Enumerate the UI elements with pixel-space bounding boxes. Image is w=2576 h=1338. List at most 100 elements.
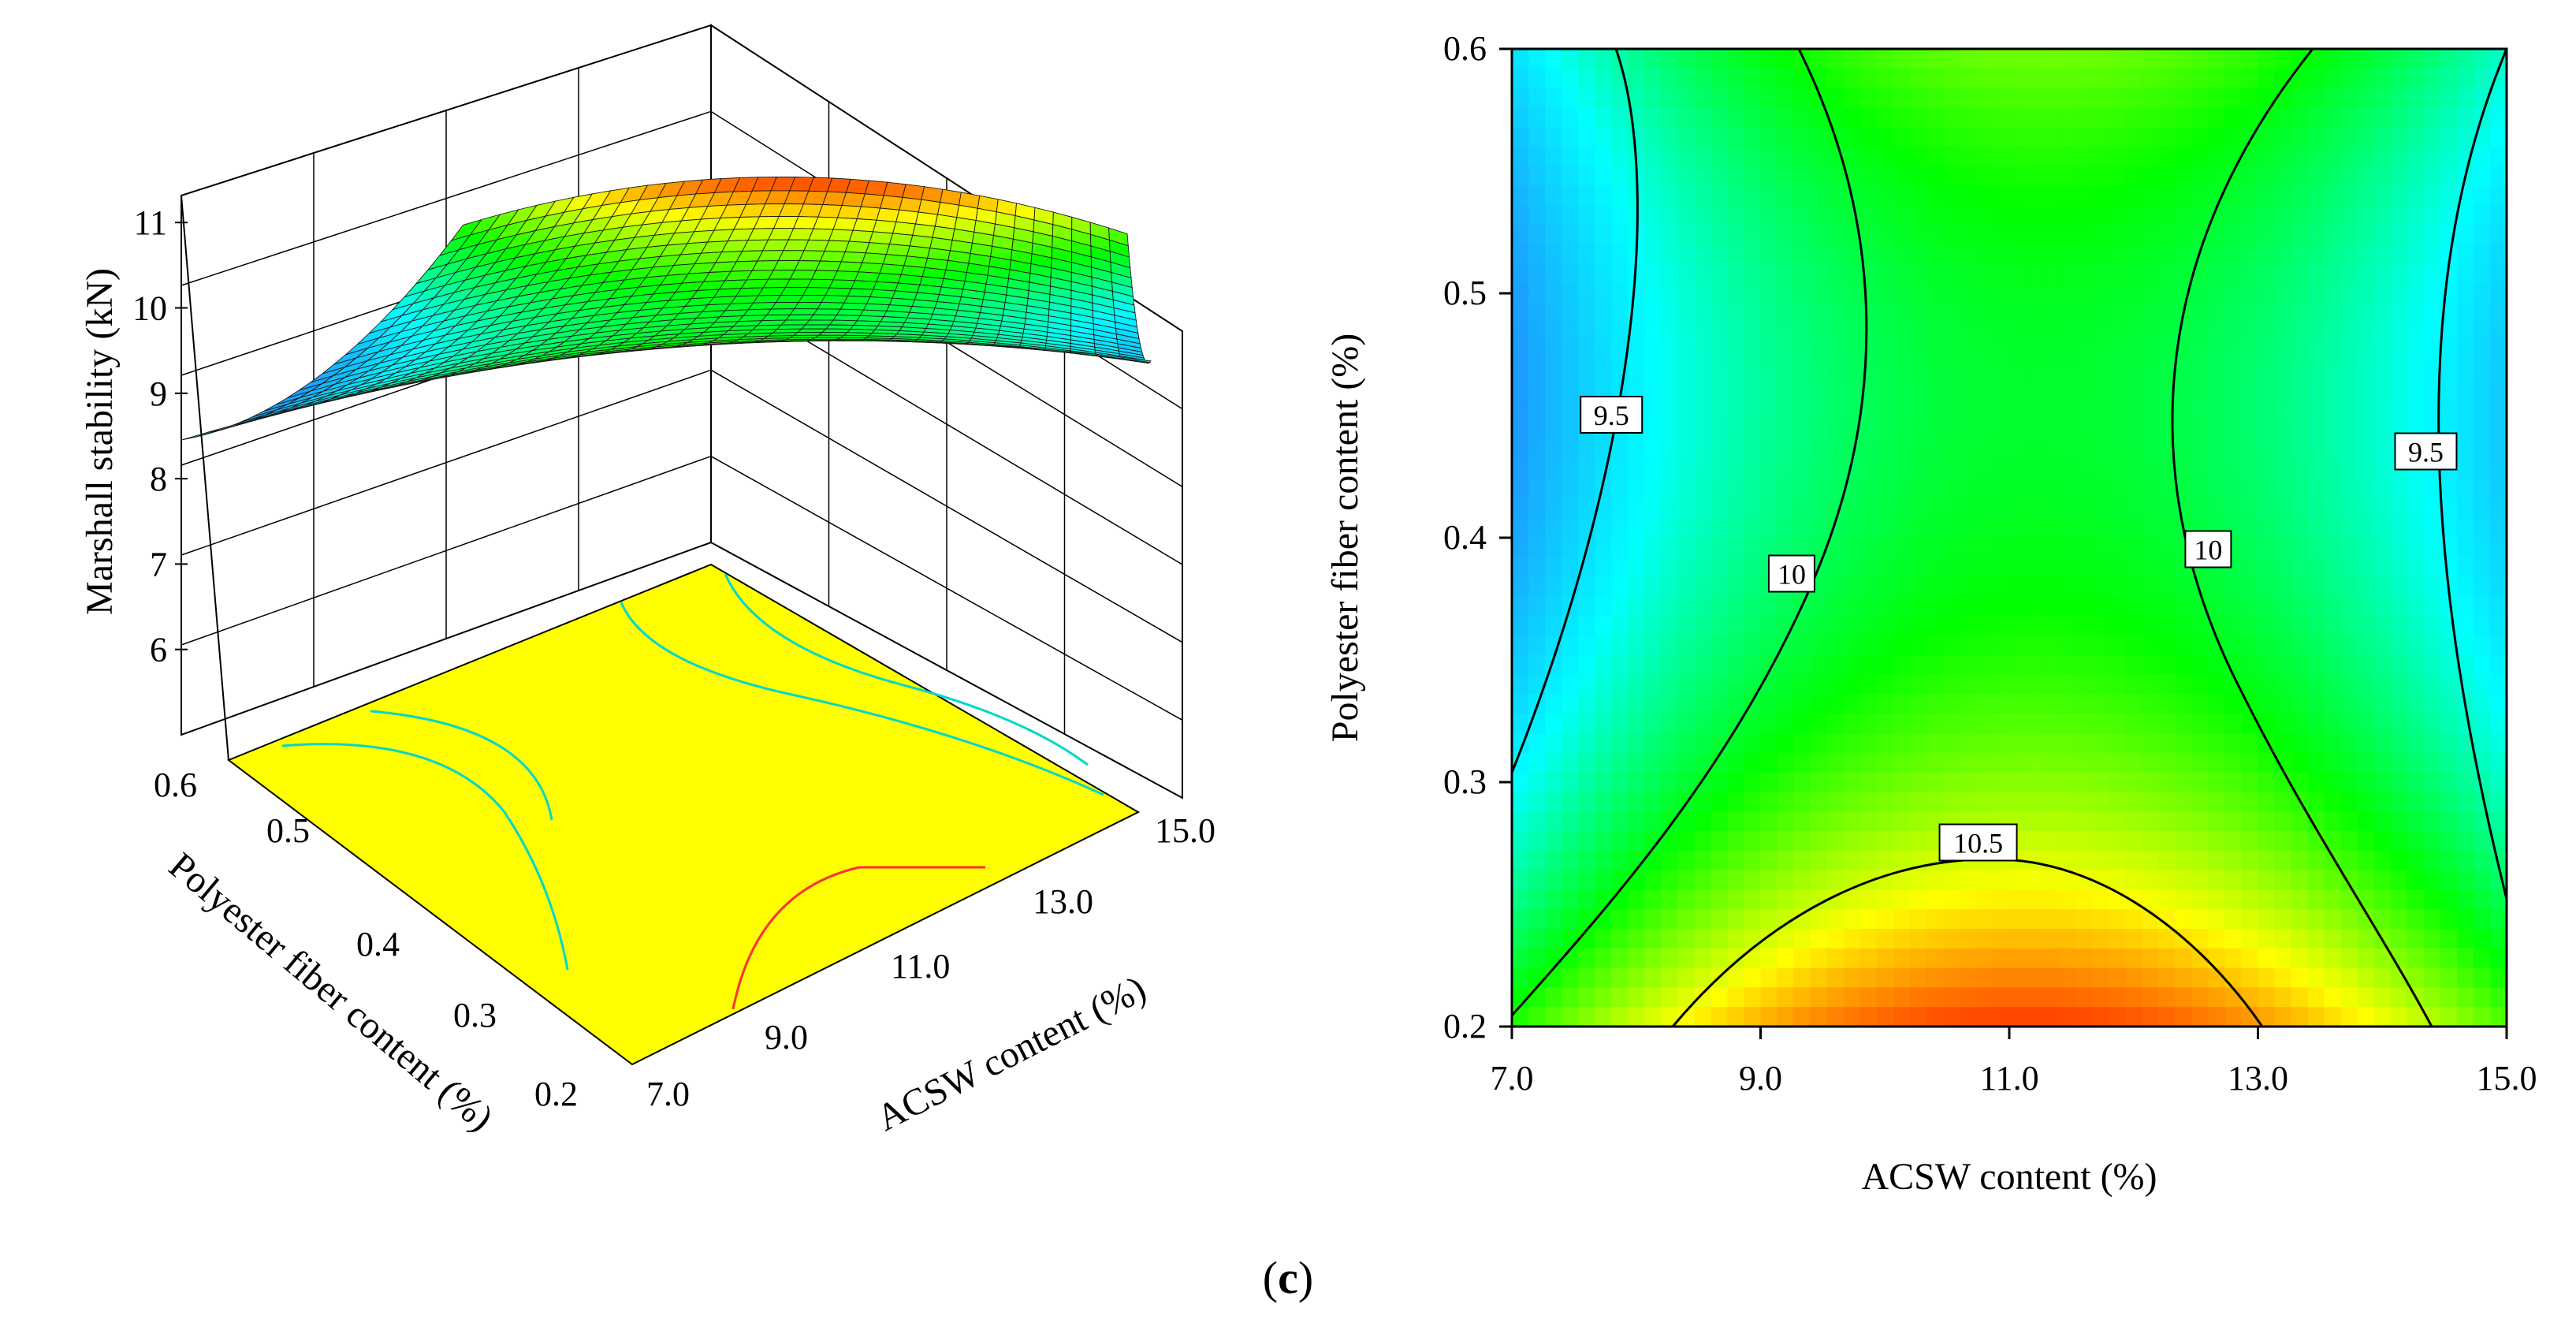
heatmap-cell	[1909, 909, 1927, 930]
heatmap-cell	[1545, 225, 1562, 245]
heatmap-cell	[1562, 225, 1579, 245]
heatmap-cell	[2456, 361, 2474, 382]
heatmap-cell	[2291, 557, 2309, 578]
heatmap-cell	[1512, 518, 1529, 539]
heatmap-cell	[1843, 635, 1861, 656]
heatmap-cell	[1859, 459, 1878, 480]
heatmap-cell	[1760, 166, 1778, 187]
heatmap-cell	[1893, 401, 1911, 421]
heatmap-cell	[2340, 948, 2358, 969]
heatmap-cell	[1694, 205, 1711, 225]
heatmap-cell	[1777, 185, 1795, 206]
heatmap-cell	[2175, 733, 2192, 754]
heatmap-cell	[2373, 322, 2392, 343]
heatmap-cell	[1793, 538, 1811, 558]
heatmap-cell	[1578, 1007, 1595, 1027]
heatmap-cell	[2158, 752, 2176, 773]
heatmap-cell	[1876, 576, 1894, 597]
heatmap-cell	[2307, 361, 2325, 382]
heatmap-cell	[2191, 733, 2209, 754]
heatmap-cell	[1793, 870, 1811, 890]
heatmap-cell	[1826, 635, 1845, 656]
heatmap-cell	[1826, 772, 1845, 792]
heatmap-cell	[1909, 127, 1927, 147]
heatmap-cell	[2307, 635, 2325, 656]
heatmap-cell	[2059, 1007, 2076, 1027]
heatmap-cell	[2274, 909, 2292, 930]
heatmap-cell	[2324, 263, 2342, 285]
heatmap-cell	[2158, 147, 2176, 167]
surface-facet	[789, 308, 818, 315]
heatmap-cell	[2258, 420, 2276, 441]
heatmap-cell	[1992, 1007, 2010, 1027]
heatmap-cell	[2390, 147, 2408, 167]
surface-facet	[780, 319, 810, 326]
heatmap-cell	[1810, 596, 1828, 617]
heatmap-cell	[2324, 635, 2342, 656]
heatmap-cell	[2390, 225, 2408, 245]
heatmap-cell	[1562, 498, 1579, 519]
heatmap-cell	[1644, 459, 1662, 480]
heatmap-cell	[1777, 166, 1795, 187]
heatmap-cell	[1942, 420, 1960, 441]
heatmap-cell	[1595, 889, 1612, 910]
heatmap-cell	[2473, 303, 2491, 323]
surface-facet	[902, 184, 925, 200]
heatmap-cell	[2473, 889, 2491, 910]
heatmap-cell	[1859, 147, 1878, 167]
heatmap-cell	[1975, 889, 1993, 910]
heatmap-cell	[1677, 49, 1695, 69]
heatmap-cell	[2340, 479, 2358, 499]
heatmap-cell	[1826, 459, 1845, 480]
heatmap-cell	[2075, 147, 2093, 167]
heatmap-cell	[1926, 420, 1944, 441]
heatmap-cell	[2092, 714, 2109, 734]
heatmap-cell	[2158, 987, 2176, 1008]
heatmap-cell	[1578, 870, 1595, 890]
heatmap-cell	[1942, 107, 1960, 128]
heatmap-cell	[1959, 479, 1977, 499]
heatmap-cell	[2357, 889, 2375, 910]
heatmap-cell	[2423, 850, 2441, 871]
heatmap-cell	[1595, 831, 1612, 852]
heatmap-cell	[1711, 68, 1729, 89]
heatmap-cell	[2324, 225, 2342, 245]
heatmap-cell	[1826, 909, 1845, 930]
heatmap-cell	[2489, 244, 2507, 265]
heatmap-cell	[1793, 303, 1811, 323]
heatmap-cell	[2390, 303, 2408, 323]
heatmap-cell	[1711, 870, 1729, 890]
heatmap-cell	[2340, 440, 2358, 460]
heatmap-cell	[1611, 811, 1629, 832]
heatmap-cell	[1926, 185, 1944, 206]
heatmap-cell	[2456, 68, 2474, 89]
heatmap-cell	[1959, 127, 1977, 147]
heatmap-cell	[2373, 557, 2392, 578]
heatmap-cell	[2423, 811, 2441, 832]
heatmap-cell	[2042, 811, 2060, 832]
heatmap-cell	[1909, 654, 1927, 676]
heatmap-cell	[1595, 557, 1612, 578]
heatmap-cell	[2440, 929, 2458, 949]
heatmap-cell	[1992, 929, 2010, 949]
heatmap-cell	[1628, 772, 1645, 792]
surface-facet	[798, 294, 826, 304]
heatmap-cell	[2059, 792, 2076, 812]
heatmap-cell	[2125, 635, 2142, 656]
y-tick-label-0.5: 0.5	[1443, 274, 1487, 312]
heatmap-cell	[1959, 909, 1977, 930]
heatmap-cell	[1727, 342, 1745, 363]
heatmap-cell	[1744, 225, 1762, 245]
heatmap-cell	[1942, 440, 1960, 460]
heatmap-cell	[1893, 244, 1911, 265]
heatmap-cell	[2009, 616, 2027, 636]
heatmap-cell	[2324, 694, 2342, 714]
heatmap-cell	[2191, 205, 2209, 225]
heatmap-cell	[2158, 440, 2176, 460]
heatmap-cell	[2440, 870, 2458, 890]
heatmap-cell	[1909, 107, 1927, 128]
heatmap-cell	[1595, 772, 1612, 792]
heatmap-cell	[1711, 538, 1729, 558]
heatmap-cell	[2059, 107, 2076, 128]
heatmap-cell	[1859, 420, 1878, 441]
